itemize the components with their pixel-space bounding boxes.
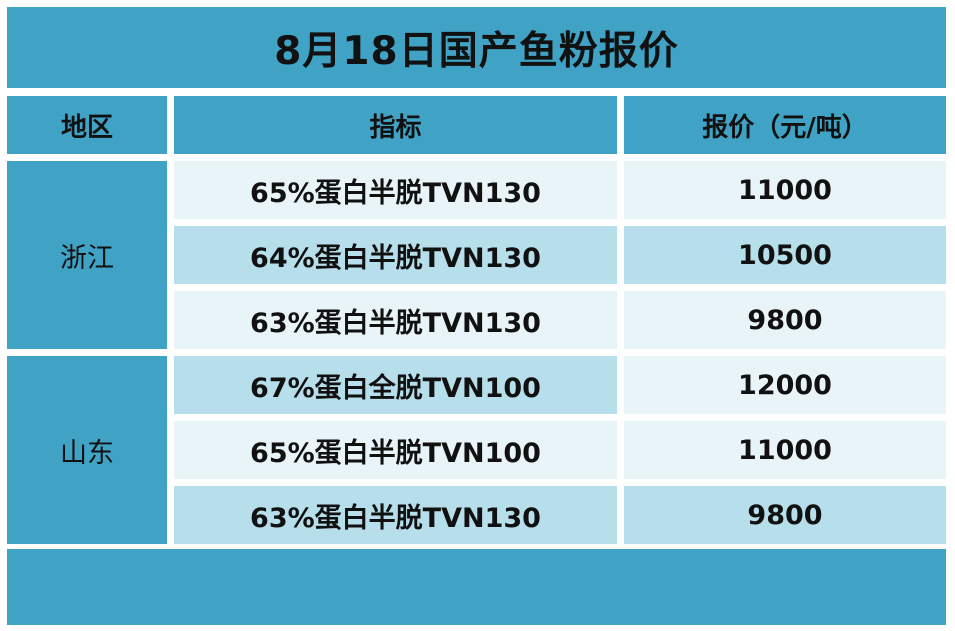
header-price: 报价（元/吨）: [624, 96, 946, 154]
table-row-price: 10500: [624, 226, 946, 284]
table-row-indicator: 63%蛋白半脱TVN130: [174, 486, 617, 544]
header-indicator: 指标: [174, 96, 617, 154]
region-shandong: 山东: [7, 356, 167, 544]
table-row-price: 11000: [624, 161, 946, 219]
table-title: 8月18日国产鱼粉报价: [7, 7, 946, 88]
table-row-price: 9800: [624, 486, 946, 544]
header-region: 地区: [7, 96, 167, 154]
table-row-indicator: 63%蛋白半脱TVN130: [174, 291, 617, 349]
table-row-indicator: 65%蛋白半脱TVN130: [174, 161, 617, 219]
table-row-indicator: 65%蛋白半脱TVN100: [174, 421, 617, 479]
table-row-price: 11000: [624, 421, 946, 479]
footer-bar: [7, 549, 946, 625]
table-row-price: 12000: [624, 356, 946, 414]
region-zhejiang: 浙江: [7, 161, 167, 349]
table-row-indicator: 64%蛋白半脱TVN130: [174, 226, 617, 284]
table-row-indicator: 67%蛋白全脱TVN100: [174, 356, 617, 414]
table-row-price: 9800: [624, 291, 946, 349]
